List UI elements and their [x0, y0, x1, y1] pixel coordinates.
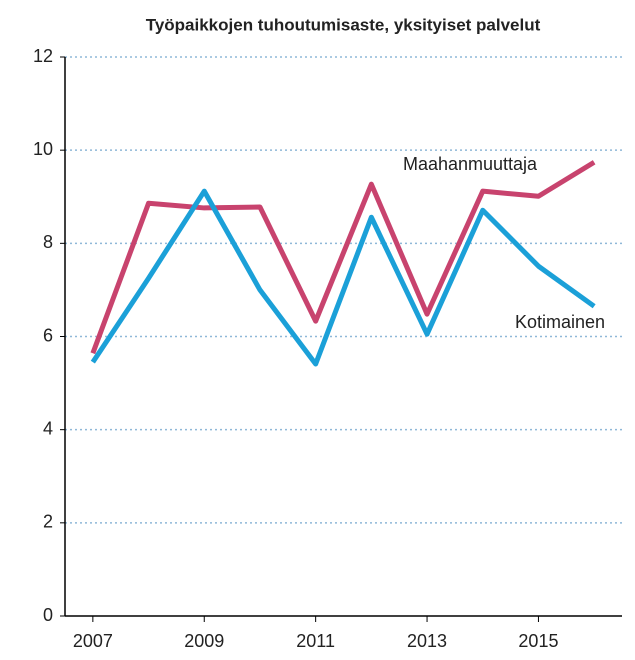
y-tick-label: 6: [43, 325, 53, 345]
y-tick-label: 8: [43, 232, 53, 252]
x-tick-label: 2009: [184, 631, 224, 651]
y-tick-label: 0: [43, 605, 53, 625]
x-tick-label: 2015: [518, 631, 558, 651]
series-line: [90, 188, 596, 367]
chart-title: Työpaikkojen tuhoutumisaste, yksityiset …: [146, 15, 541, 34]
y-tick-label: 12: [33, 46, 53, 66]
x-tick-label: 2011: [296, 631, 335, 651]
x-tick-label: 2007: [73, 631, 113, 651]
y-tick-label: 4: [43, 418, 53, 438]
series-line: [90, 160, 596, 355]
series-label: Kotimainen: [515, 312, 605, 332]
x-tick-label: 2013: [407, 631, 447, 651]
y-tick-label: 2: [43, 512, 53, 532]
y-tick-label: 10: [33, 139, 53, 159]
series-label: Maahanmuuttaja: [403, 154, 538, 174]
